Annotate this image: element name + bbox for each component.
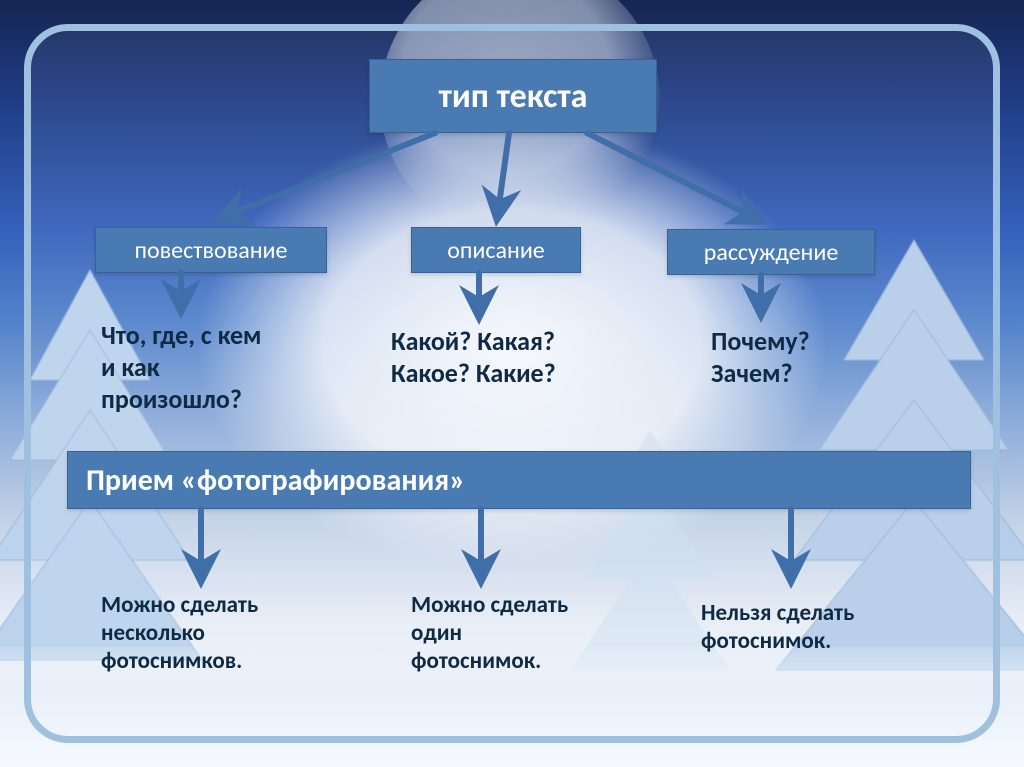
branch-label: описание [447,236,545,265]
branch-label: рассуждение [704,238,839,267]
photo-narration: Можно сделать несколько фотоснимков. [101,591,258,675]
branch-node-description: описание [411,227,581,273]
branch-node-narration: повествование [95,227,327,273]
slide-background: тип текста повествование описание рассуж… [0,0,1024,767]
photo-reasoning: Нельзя сделать фотоснимок. [701,599,854,655]
branch-node-reasoning: рассуждение [667,229,875,275]
root-node: тип текста [369,59,657,133]
photo-method-band: Прием «фотографирования» [67,451,971,509]
question-description: Какой? Какая? Какое? Какие? [391,325,556,389]
root-label: тип текста [439,76,588,117]
content-card: тип текста повествование описание рассуж… [24,24,1000,743]
band-label: Прием «фотографирования» [86,462,465,499]
photo-description: Можно сделать один фотоснимок. [411,591,568,675]
question-narration: Что, где, с кем и как произошло? [101,319,261,415]
question-reasoning: Почему? Зачем? [711,325,810,389]
branch-label: повествование [135,236,288,265]
